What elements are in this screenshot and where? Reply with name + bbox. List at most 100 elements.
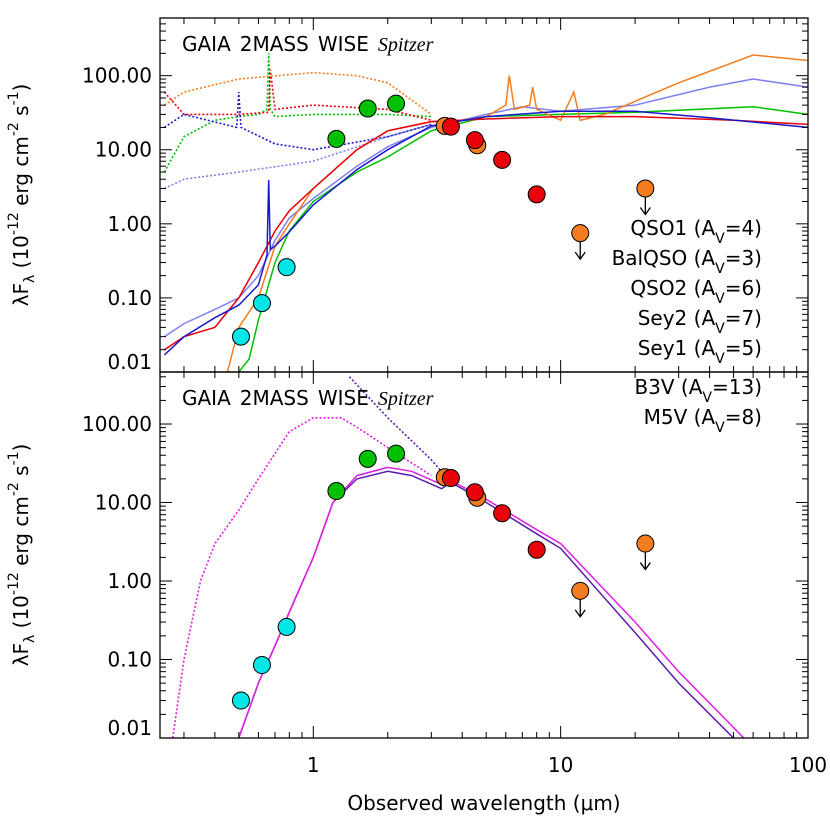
photometry-point	[441, 117, 460, 136]
label-part: λF	[9, 643, 33, 666]
label-part: s	[9, 465, 33, 482]
photometry-point	[358, 99, 377, 118]
model-curve-intrinsic	[163, 69, 432, 122]
subscript: V	[715, 231, 725, 247]
subscript: V	[702, 390, 712, 406]
y-tick-label: 1.00	[107, 212, 152, 236]
superscript: -1	[6, 451, 22, 465]
model-curve	[238, 470, 735, 738]
model-curve	[163, 110, 808, 356]
survey-label: 2MASS	[240, 32, 309, 56]
label-part: B3V (A	[634, 375, 702, 399]
subscript: V	[715, 291, 725, 307]
model-curve-intrinsic	[164, 123, 432, 190]
y-tick-label: 100.00	[82, 64, 152, 88]
survey-label: Spitzer	[378, 34, 434, 56]
survey-label: WISE	[318, 386, 369, 410]
photometry-point	[571, 224, 590, 243]
x-tick-label: 10	[548, 753, 573, 777]
photometry-point	[636, 534, 655, 553]
subscript: λ	[22, 275, 38, 283]
legend-entry: B3V (AV=13)	[634, 375, 762, 406]
label-part: =8)	[725, 405, 762, 429]
legend-entry: QSO2 (AV=6)	[630, 276, 762, 307]
y-tick-label: 10.00	[95, 138, 152, 162]
label-part: λF	[9, 283, 33, 306]
plot-area	[171, 376, 745, 738]
photometry-point	[387, 94, 406, 113]
photometry-point	[327, 482, 346, 501]
label-part: Sey2 (A	[638, 306, 716, 330]
survey-label: GAIA	[182, 32, 231, 56]
photometry-point	[441, 469, 460, 488]
plot-area	[163, 53, 808, 372]
photometry-point	[231, 327, 250, 346]
legend-entry: QSO1 (AV=4)	[630, 216, 762, 247]
label-part: (10	[9, 595, 33, 635]
photometry-point	[527, 540, 546, 559]
subscript: V	[715, 261, 725, 277]
photometry-point	[465, 131, 484, 150]
subscript: V	[715, 351, 725, 367]
photometry-point	[327, 129, 346, 148]
label-part: (10	[9, 235, 33, 275]
photometry-point	[252, 656, 271, 675]
photometry-point	[493, 150, 512, 169]
model-curve	[238, 466, 745, 738]
model-curve	[163, 78, 808, 338]
model-curve-intrinsic	[163, 92, 432, 151]
label-part: =4)	[725, 216, 762, 240]
x-axis-label: Observed wavelength (μm)	[347, 791, 620, 815]
subscript: V	[715, 420, 725, 436]
y-tick-label: 0.01	[107, 716, 152, 740]
legend-entry: Sey2 (AV=7)	[638, 306, 762, 337]
subscript: λ	[22, 635, 38, 643]
superscript: -2	[6, 122, 22, 136]
plot-frame	[159, 371, 809, 739]
y-tick-label: 10.00	[95, 491, 152, 515]
photometry-point	[252, 294, 271, 313]
survey-label: GAIA	[182, 386, 231, 410]
label-part: =3)	[725, 246, 762, 270]
label-part: Sey1 (A	[638, 336, 716, 360]
photometry-point	[636, 179, 655, 198]
model-curve-intrinsic	[348, 376, 449, 480]
photometry-point	[527, 185, 546, 204]
photometry-point	[358, 449, 377, 468]
label-part: erg cm	[9, 496, 33, 572]
y-axis-label: λFλ (10-12 erg cm-2 s-1)	[6, 84, 38, 307]
y-tick-label: 0.01	[107, 350, 152, 374]
superscript: -12	[6, 572, 22, 595]
superscript: -2	[6, 482, 22, 496]
label-part: s	[9, 105, 33, 122]
superscript: -12	[6, 212, 22, 235]
label-part: BalQSO (A	[612, 246, 716, 270]
photometry-point	[277, 617, 296, 636]
subscript: V	[715, 321, 725, 337]
photometry-point	[387, 444, 406, 463]
photometry-point	[493, 504, 512, 523]
y-tick-label: 1.00	[107, 569, 152, 593]
photometry-point	[277, 258, 296, 277]
y-axis-label: λFλ (10-12 erg cm-2 s-1)	[6, 444, 38, 667]
survey-label: 2MASS	[240, 386, 309, 410]
label-part: )	[9, 84, 33, 92]
y-tick-label: 0.10	[107, 648, 152, 672]
label-part: erg cm	[9, 136, 33, 212]
label-part: )	[9, 444, 33, 452]
label-part: =6)	[725, 276, 762, 300]
y-tick-label: 100.00	[82, 412, 152, 436]
y-tick-label: 0.10	[107, 286, 152, 310]
label-part: QSO2 (A	[630, 276, 715, 300]
label-part: =5)	[725, 336, 762, 360]
x-tick-label: 100	[789, 753, 827, 777]
label-part: QSO1 (A	[630, 216, 715, 240]
label-part: =7)	[725, 306, 762, 330]
label-part: =13)	[712, 375, 762, 399]
model-curve-intrinsic	[163, 53, 432, 173]
photometry-point	[465, 483, 484, 502]
legend-entry: M5V (AV=8)	[644, 405, 762, 436]
survey-label: Spitzer	[378, 388, 434, 410]
model-curve	[226, 54, 808, 372]
